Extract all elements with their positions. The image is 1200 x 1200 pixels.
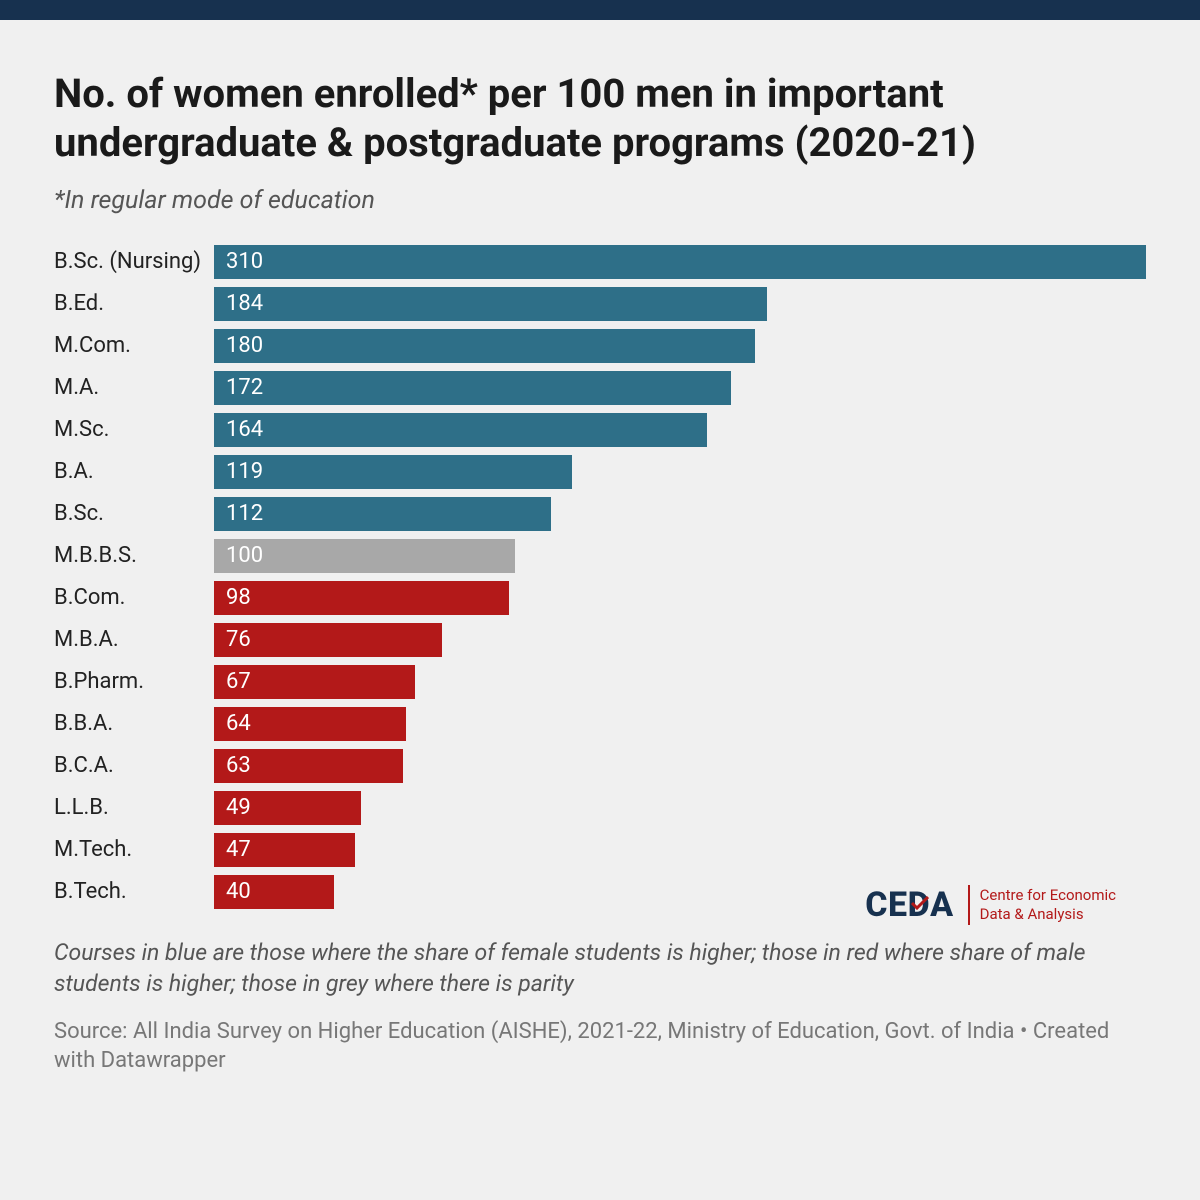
bar-row: B.A. 119 [54,451,1146,493]
bar-row: B.Ed. 184 [54,283,1146,325]
bar-track: 184 [214,287,1146,321]
bar: 63 [214,749,403,783]
bar-track: 76 [214,623,1146,657]
bar-value: 76 [226,627,251,652]
bar: 164 [214,413,707,447]
bar-label: B.C.A. [54,753,214,778]
bar-row: B.Sc. 112 [54,493,1146,535]
bar-label: B.Sc. (Nursing) [54,249,214,274]
bar-track: 40 [214,875,1146,909]
bar: 172 [214,371,731,405]
bar: 47 [214,833,355,867]
bar: 98 [214,581,509,615]
bar-label: M.Sc. [54,417,214,442]
bar-value: 100 [226,543,263,568]
bar-label: M.A. [54,375,214,400]
bar-value: 184 [226,291,263,316]
bar: 112 [214,497,551,531]
bar-row: M.B.A. 76 [54,619,1146,661]
bar-value: 63 [226,753,251,778]
bar-value: 119 [226,459,263,484]
bar: 100 [214,539,515,573]
bar-label: B.Sc. [54,501,214,526]
chart-subtitle: *In regular mode of education [54,186,1146,215]
bar-track: 100 [214,539,1146,573]
bar: 184 [214,287,767,321]
bar-row: B.Sc. (Nursing) 310 [54,241,1146,283]
bar: 67 [214,665,415,699]
bar-row: B.Tech. 40 [54,871,1146,913]
bar-track: 310 [214,245,1146,279]
bar-value: 164 [226,417,263,442]
bar-label: M.Tech. [54,837,214,862]
bar: 49 [214,791,361,825]
bar-label: M.Com. [54,333,214,358]
chart-source: Source: All India Survey on Higher Educa… [54,1017,1146,1076]
bar-label: M.B.B.S. [54,543,214,568]
bar-value: 112 [226,501,263,526]
bar-value: 67 [226,669,251,694]
bar-label: B.A. [54,459,214,484]
bar-value: 47 [226,837,251,862]
bar-row: B.B.A. 64 [54,703,1146,745]
bar-value: 49 [226,795,251,820]
bar: 76 [214,623,442,657]
bar: 180 [214,329,755,363]
bar-row: B.Pharm. 67 [54,661,1146,703]
bar-label: B.Ed. [54,291,214,316]
bar-value: 40 [226,879,251,904]
bar-label: B.Tech. [54,879,214,904]
bar-track: 112 [214,497,1146,531]
bar-track: 67 [214,665,1146,699]
bar-value: 180 [226,333,263,358]
bar-label: B.Com. [54,585,214,610]
bar-row: M.Sc. 164 [54,409,1146,451]
chart-container: No. of women enrolled* per 100 men in im… [0,20,1200,1106]
bar-track: 119 [214,455,1146,489]
bar-value: 310 [226,249,263,274]
bar-value: 172 [226,375,263,400]
bar-row: M.A. 172 [54,367,1146,409]
bar-label: B.Pharm. [54,669,214,694]
bar-value: 98 [226,585,251,610]
bar-row: B.Com. 98 [54,577,1146,619]
bar: 119 [214,455,572,489]
bar: 40 [214,875,334,909]
bar-row: M.B.B.S. 100 [54,535,1146,577]
bar-label: B.B.A. [54,711,214,736]
bar-chart: B.Sc. (Nursing) 310 B.Ed. 184 M.Com. 180 M.A. 1… [54,241,1146,913]
bar-track: 164 [214,413,1146,447]
bar-label: M.B.A. [54,627,214,652]
top-bar [0,0,1200,20]
chart-title: No. of women enrolled* per 100 men in im… [54,70,1146,168]
bar-row: M.Tech. 47 [54,829,1146,871]
logo-tick-icon [911,896,929,910]
bar-track: 98 [214,581,1146,615]
bar-value: 64 [226,711,251,736]
bar-track: 180 [214,329,1146,363]
bar-track: 64 [214,707,1146,741]
bar: 64 [214,707,406,741]
bar-row: B.C.A. 63 [54,745,1146,787]
bar-label: L.L.B. [54,795,214,820]
bar-track: 47 [214,833,1146,867]
bar-row: M.Com. 180 [54,325,1146,367]
bar-track: 172 [214,371,1146,405]
bar: 310 [214,245,1146,279]
bar-track: 63 [214,749,1146,783]
chart-caption: Courses in blue are those where the shar… [54,937,1146,999]
bar-track: 49 [214,791,1146,825]
bar-row: L.L.B. 49 [54,787,1146,829]
